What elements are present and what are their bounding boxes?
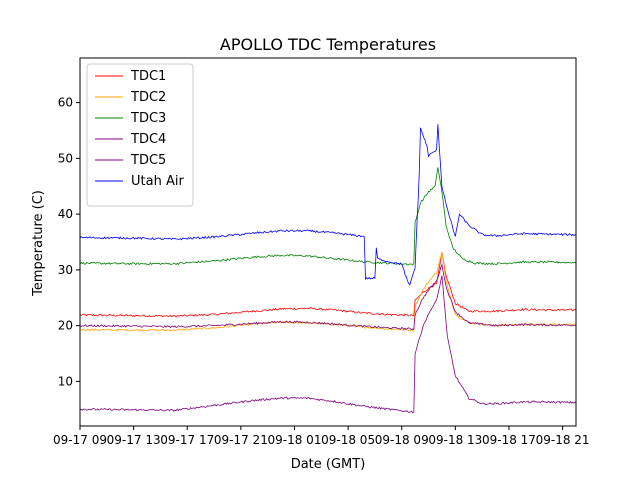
series-line-1 xyxy=(80,252,576,318)
series-line-3 xyxy=(80,167,576,266)
x-tick-label: 09-17 09 xyxy=(53,433,107,447)
x-tick-label: 09-18 13 xyxy=(428,433,482,447)
legend-label: TDC1 xyxy=(130,69,166,84)
y-tick-label: 40 xyxy=(58,207,73,221)
x-axis-label: Date (GMT) xyxy=(291,457,366,472)
legend-label: TDC2 xyxy=(130,90,166,105)
series-line-6 xyxy=(80,124,576,286)
series-line-4 xyxy=(80,263,576,331)
legend-label: TDC4 xyxy=(130,132,166,147)
y-tick-label: 60 xyxy=(58,96,73,110)
plot-lines xyxy=(80,124,576,414)
legend-label: Utah Air xyxy=(131,174,184,189)
chart-title: APOLLO TDC Temperatures xyxy=(220,35,436,54)
x-tick-label: 09-18 01 xyxy=(268,433,322,447)
x-tick-label: 09-17 13 xyxy=(107,433,161,447)
x-tick-label: 09-17 21 xyxy=(214,433,268,447)
x-tick-label: 09-18 17 xyxy=(482,433,536,447)
x-tick-label: 09-18 05 xyxy=(321,433,375,447)
y-tick-label: 20 xyxy=(58,319,73,333)
legend: TDC1 TDC2 TDC3 TDC4 TDC5 Utah Air xyxy=(86,63,194,207)
x-tick-label: 09-18 21 xyxy=(536,433,590,447)
plot-frame xyxy=(79,57,577,427)
legend-label: TDC3 xyxy=(130,111,166,126)
x-tick-label: 09-17 17 xyxy=(160,433,214,447)
y-tick-label: 50 xyxy=(58,151,73,165)
plot-lines-clipped xyxy=(80,124,576,414)
legend-label: TDC5 xyxy=(130,153,166,168)
y-tick-label: 30 xyxy=(58,263,73,277)
y-axis-label: Temperature (C) xyxy=(31,190,46,297)
axes: 09-17 09 09-17 13 09-17 17 09-17 21 09-18 01… xyxy=(53,57,590,447)
legend-box xyxy=(86,63,194,207)
x-tick-label: 09-18 09 xyxy=(375,433,429,447)
y-tick-label: 10 xyxy=(58,374,73,388)
series-line-5 xyxy=(80,275,576,414)
